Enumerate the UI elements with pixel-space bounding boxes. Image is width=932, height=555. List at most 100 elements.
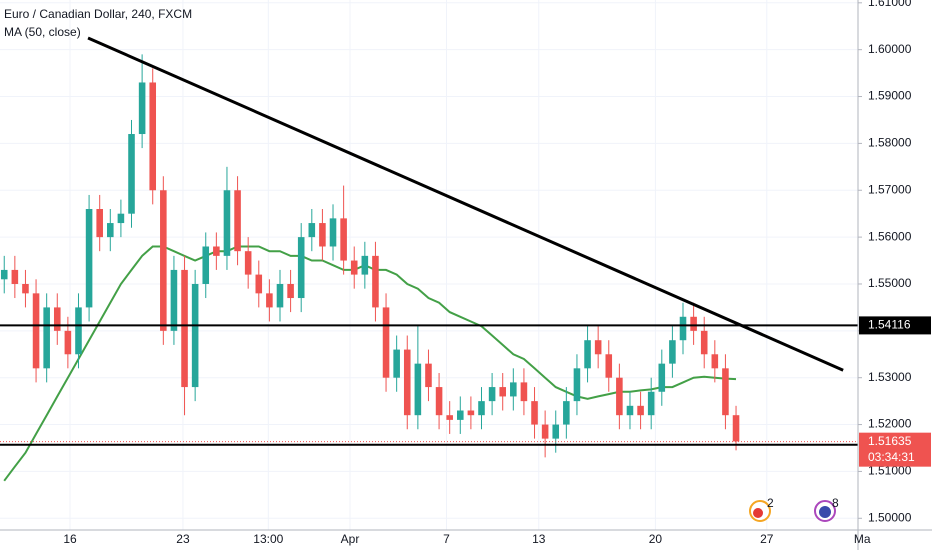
x-tick-label: Apr [341, 532, 360, 546]
event-icon[interactable]: 2 [749, 496, 774, 522]
candle-body [594, 340, 602, 355]
candle-body [350, 260, 358, 275]
candle-body [266, 293, 273, 308]
candle-body [478, 401, 485, 416]
y-tick-label: 1.56000 [868, 229, 912, 243]
flag-icon [819, 506, 831, 518]
event-icon[interactable]: 8 [814, 496, 839, 522]
candle-body [96, 209, 103, 238]
x-tick-label: 23 [176, 532, 190, 546]
candle-body [255, 274, 263, 294]
price-label: 1.54116 [868, 318, 911, 332]
candle-body [510, 382, 517, 397]
candle-body [329, 218, 337, 247]
price-label-box [859, 432, 931, 467]
y-tick-label: 1.55000 [868, 276, 912, 290]
y-tick-label: 1.60000 [868, 42, 912, 56]
candle-body [138, 82, 146, 135]
candle-body [382, 307, 390, 378]
candle-body [160, 190, 167, 331]
x-tick-label: 20 [649, 532, 663, 546]
countdown: 03:34:31 [868, 450, 915, 464]
candle-body [244, 251, 252, 275]
candle-body [605, 354, 613, 378]
y-tick-label: 1.50000 [868, 510, 912, 524]
axes: 1.500001.510001.520001.530001.540001.550… [63, 0, 931, 546]
candle-body [711, 354, 719, 369]
candle-body [647, 391, 655, 416]
candle-body [626, 405, 634, 416]
ma-line [3, 245, 737, 482]
candle-body [616, 377, 623, 416]
candle-body [393, 349, 400, 378]
x-tick-label: 27 [760, 532, 774, 546]
y-tick-label: 1.58000 [868, 136, 912, 150]
x-tick-label: 7 [443, 532, 450, 546]
candle-body [11, 269, 19, 284]
y-tick-label: 1.52000 [868, 417, 912, 431]
candle-body [319, 223, 326, 247]
candle-body [213, 246, 220, 256]
candle-body [340, 218, 347, 261]
candle-body [308, 223, 316, 238]
event-count: 2 [767, 496, 774, 510]
candle-body [414, 363, 422, 416]
candle-body [732, 415, 740, 442]
candle-body [361, 255, 369, 275]
candle-body [584, 340, 591, 369]
candle-body [223, 190, 231, 256]
candle-body [520, 382, 528, 402]
candle-body [75, 307, 82, 355]
candle-body [488, 387, 496, 402]
event-count: 8 [832, 496, 839, 510]
candle-body [499, 387, 506, 397]
candle-body [669, 340, 676, 364]
candle-body [202, 246, 210, 284]
trendline [87, 36, 844, 372]
candle-body [403, 349, 411, 416]
candle-body [107, 223, 114, 238]
y-tick-label: 1.51000 [868, 464, 912, 478]
time-axis-panel [0, 530, 932, 550]
plot-area [0, 0, 863, 530]
candle-body [276, 283, 284, 308]
candle-body [287, 283, 294, 299]
candle-body [456, 410, 464, 420]
candle-body [531, 401, 538, 425]
candle-body [22, 283, 29, 294]
candle-body [128, 134, 135, 214]
x-tick-label: 13 [532, 532, 546, 546]
candle-body [32, 293, 40, 369]
y-tick-label: 1.53000 [868, 370, 912, 384]
candle-body [658, 363, 666, 392]
candle-body [446, 415, 453, 420]
price-label: 1.51635 [868, 434, 912, 448]
candle-body [64, 330, 72, 355]
candle-body [435, 387, 443, 416]
candle-body [722, 368, 729, 416]
chart-title: Euro / Canadian Dollar, 240, FXCM [4, 7, 192, 21]
candle-body [234, 190, 241, 252]
candle-body [43, 307, 50, 369]
candle-body [563, 401, 570, 425]
price-label-box [859, 316, 931, 335]
candle-body [637, 405, 644, 416]
candle-body [149, 82, 157, 191]
candle-body [0, 269, 8, 280]
candle-body [690, 316, 697, 331]
candle-body [53, 307, 61, 331]
flag-icon [753, 508, 763, 518]
y-tick-label: 1.61000 [868, 0, 912, 9]
x-tick-label: 16 [63, 532, 77, 546]
x-tick-label: 13:00 [253, 532, 283, 546]
candle-body [552, 424, 560, 439]
candle-body [541, 424, 549, 439]
candle-body [181, 269, 188, 388]
candle-body [117, 213, 125, 224]
legend-entry: MA (50, close) [4, 25, 81, 39]
candle-body [170, 269, 178, 331]
candle-body [372, 255, 379, 308]
y-tick-label: 1.57000 [868, 182, 912, 196]
candle-body [191, 283, 199, 388]
